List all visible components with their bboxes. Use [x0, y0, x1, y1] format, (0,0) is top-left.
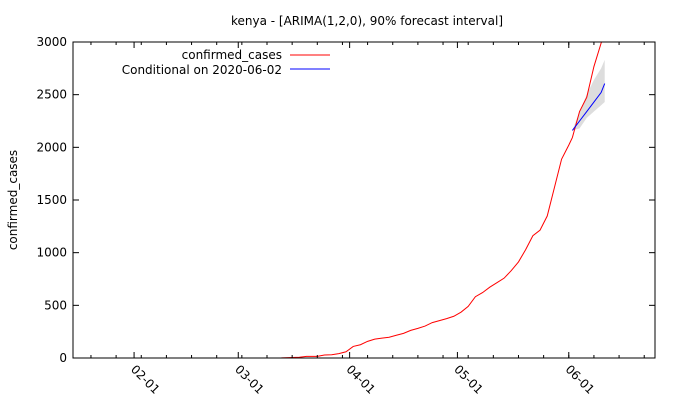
- y-tick-label: 2500: [36, 88, 67, 102]
- x-tick-label: 05-01: [451, 362, 486, 397]
- forecast-interval-band: [572, 59, 605, 131]
- y-tick-label: 0: [59, 351, 67, 365]
- x-tick-label: 03-01: [232, 362, 267, 397]
- legend: confirmed_cases Conditional on 2020-06-0…: [122, 48, 330, 77]
- chart-title: kenya - [ARIMA(1,2,0), 90% forecast inte…: [231, 14, 503, 28]
- y-axis-label: confirmed_cases: [6, 150, 20, 250]
- y-tick-label: 1500: [36, 193, 67, 207]
- legend-label-confirmed-cases: confirmed_cases: [182, 48, 282, 62]
- x-tick-label: 06-01: [563, 362, 598, 397]
- y-tick-label: 3000: [36, 35, 67, 49]
- series-layer: [281, 42, 606, 358]
- forecast-interval-layer: [572, 59, 605, 131]
- legend-label-conditional: Conditional on 2020-06-02: [122, 63, 282, 77]
- x-tick-label: 02-01: [128, 362, 163, 397]
- y-tick-label: 1000: [36, 246, 67, 260]
- series-line-confirmed-cases: [281, 42, 603, 358]
- y-tick-label: 500: [44, 298, 67, 312]
- y-tick-label: 2000: [36, 140, 67, 154]
- x-axis-ticks: 02-01 03-01 04-01 05-01 06-01: [90, 42, 645, 397]
- series-line-conditional-forecast: [571, 83, 606, 131]
- plot-frame: [72, 41, 656, 359]
- x-tick-label: 04-01: [344, 362, 379, 397]
- y-axis-ticks: 0 500 1000 1500 2000 2500 3000: [36, 35, 655, 365]
